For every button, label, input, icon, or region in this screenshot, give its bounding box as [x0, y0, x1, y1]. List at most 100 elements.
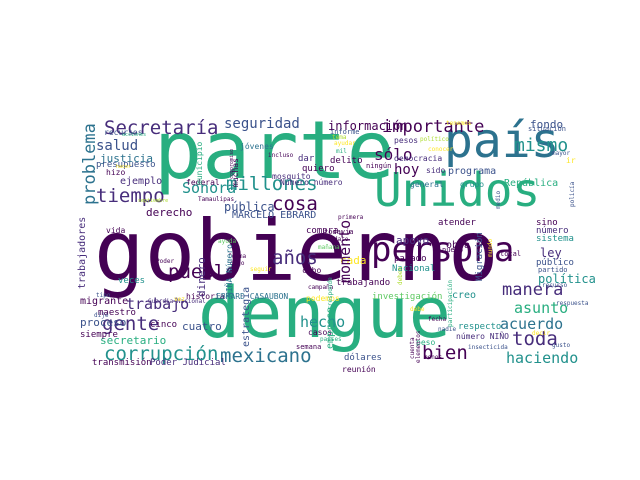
word-justicia: justicia [100, 152, 153, 165]
word-migrante: migrante [80, 296, 129, 307]
word-reunion: reunión [342, 365, 376, 374]
word-siempre: siempre [80, 330, 118, 340]
word-policia: policía [569, 181, 576, 207]
word-nuevo: nuevo [442, 246, 464, 254]
word-mosquito: mosquito [272, 172, 311, 181]
word-politico: político [420, 136, 449, 143]
word-presupuesto: presupuesto [96, 160, 156, 170]
word-menos: menos [424, 354, 443, 361]
word-cosa: cosa [272, 193, 318, 215]
word-pueblo: pueblo [168, 261, 237, 283]
word-mexicano: mexicano [220, 345, 312, 367]
word-guardia-nacional: Guardia Nacional [148, 298, 206, 305]
word-nacional: Nacional [392, 264, 436, 274]
word-importante: importante [382, 117, 485, 137]
word-obra: obra [446, 240, 471, 251]
word-sonora: Sonora [182, 179, 237, 197]
word-pasado: pasado [394, 254, 427, 264]
word-publico: público [536, 258, 574, 268]
word-sino: sino [536, 218, 558, 228]
word-atender: atender [438, 218, 476, 228]
word-elementos: elementos [415, 330, 422, 363]
word-informacion: información [328, 119, 408, 133]
word-cabo: cabo [302, 266, 322, 275]
word-ley: ley [540, 246, 562, 260]
word-manana: mañana [318, 244, 340, 251]
word-salud: salud [96, 138, 139, 154]
word-poder: Poder [156, 258, 175, 265]
word-tiempo: tiempo [96, 185, 165, 207]
word-seguridad: seguridad [224, 117, 300, 132]
word-dolares: dólares [344, 353, 382, 363]
word-conocer: conocer [428, 146, 454, 153]
word-derecho: derecho [146, 206, 193, 219]
word-democracia: democracia [394, 154, 443, 163]
word-tamaulipas: Tamaulipas [198, 196, 235, 203]
word-respecto: respecto [458, 322, 502, 332]
word-anos: años [272, 247, 318, 269]
word-casos: casos [308, 328, 333, 337]
word-vida: vida [106, 226, 126, 235]
word-incluso: incluso [268, 152, 294, 159]
word-situacion: situación [528, 125, 566, 133]
word-pais: país [444, 117, 560, 169]
word-bien: bien [422, 342, 468, 364]
word-problema: problema [80, 123, 100, 205]
word-medio: medio [495, 190, 502, 209]
word-numero: número [536, 226, 569, 236]
word-persona: persona [371, 230, 515, 270]
word-migracion: Migración [475, 232, 485, 281]
word-recursos: recursos [104, 128, 143, 137]
word-respuesta: respuesta [556, 300, 589, 307]
word-seguir: seguir [250, 266, 272, 273]
word-trabajadores: trabajadores [77, 216, 88, 289]
word-pesos: pesos [394, 136, 419, 145]
word-hecho: hecho [300, 313, 346, 331]
word-tenemos: tenemos [446, 120, 472, 127]
word-asunto: asunto [514, 299, 569, 317]
word-transmision: transmisión [92, 358, 152, 368]
word-ejemplo: ejemplo [120, 176, 163, 187]
word-mil: mil [336, 148, 347, 155]
word-corrupcion: corrupción [104, 343, 219, 365]
word-tema: tema [332, 134, 347, 141]
word-cinco: cinco [150, 320, 178, 330]
word-decir: decir [532, 330, 551, 337]
word-participacion: participación [447, 280, 454, 327]
word-mismo: mismo [514, 135, 569, 156]
word-historia: historia [186, 292, 225, 301]
word-forma: forma [228, 253, 247, 260]
word-dar: dar [298, 154, 315, 164]
word-deben: deben [397, 266, 404, 285]
word-unidos: Unidos [374, 163, 541, 217]
word-acciones: acciones [122, 132, 147, 138]
word-marcelo-ebrard: MARCELO EBRARD [232, 210, 317, 221]
word-total: total [500, 250, 522, 258]
word-dinero: dinero [195, 257, 208, 297]
word-hizo: hizo [106, 168, 126, 177]
word-sido: sido [426, 166, 446, 175]
word-cloud: gobierno parte dengue Unidos país person… [76, 117, 609, 384]
word-ir: ir [566, 156, 576, 165]
word-grupo: grupo [460, 180, 485, 189]
word-gente: gente [102, 313, 160, 335]
word-creo: creo [452, 290, 477, 301]
word-general: general [410, 180, 444, 189]
word-insecticida: insecticida [468, 344, 508, 351]
word-septiembre: septiembre [138, 198, 169, 204]
word-secretaria: Secretaría [104, 117, 219, 139]
word-delito: delito [330, 156, 363, 166]
word-acuerdo: acuerdo [500, 315, 564, 333]
word-recurso: recurso [542, 282, 568, 289]
word-peso: peso [416, 338, 436, 347]
word-dengue: dengue [198, 272, 451, 354]
word-cuatro: cuatro [182, 320, 222, 333]
word-manera: manera [502, 280, 564, 300]
word-haciendo: haciendo [506, 349, 579, 367]
word-parte: parte [154, 117, 395, 197]
word-numero-nino: número NIÑO [456, 332, 509, 341]
word-toda: toda [512, 328, 558, 350]
word-poder-judicial: Poder Judicial [150, 358, 226, 368]
word-momento: momento [336, 219, 354, 283]
word-gobierno: gobierno [94, 202, 499, 300]
